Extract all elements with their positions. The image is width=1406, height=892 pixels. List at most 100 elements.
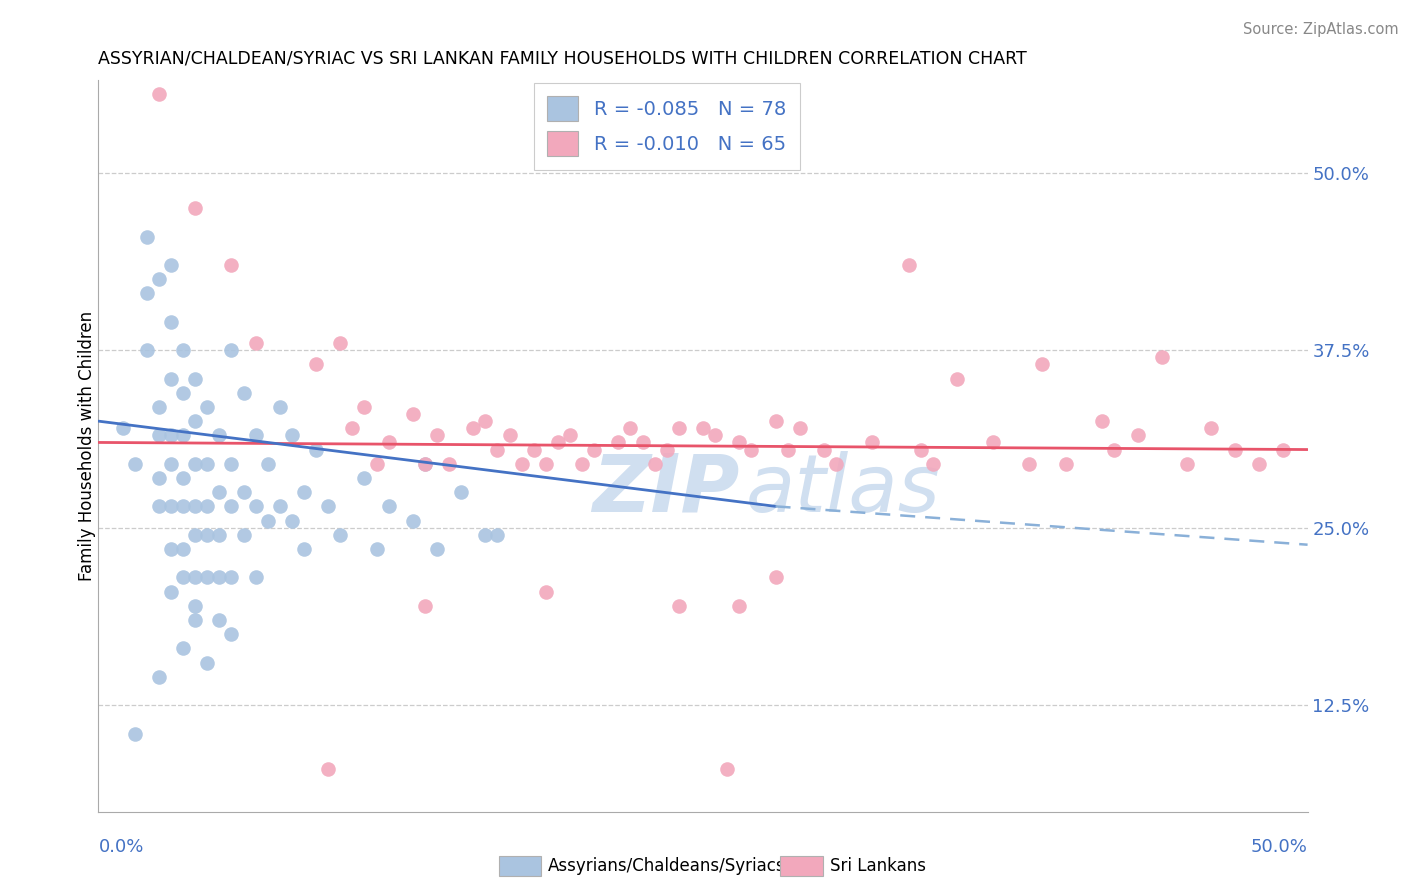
- Point: [292, 485, 315, 500]
- Point: [486, 442, 509, 457]
- Text: 50.0%: 50.0%: [1251, 838, 1308, 856]
- Point: [184, 371, 207, 385]
- Point: [172, 343, 194, 358]
- Point: [765, 414, 787, 428]
- Point: [1128, 428, 1150, 442]
- Point: [135, 286, 157, 301]
- Point: [1054, 457, 1077, 471]
- Point: [184, 201, 207, 215]
- Point: [160, 584, 183, 599]
- Point: [486, 528, 509, 542]
- Point: [474, 414, 496, 428]
- Point: [426, 428, 449, 442]
- Point: [353, 400, 375, 414]
- Text: ASSYRIAN/CHALDEAN/SYRIAC VS SRI LANKAN FAMILY HOUSEHOLDS WITH CHILDREN CORRELATI: ASSYRIAN/CHALDEAN/SYRIAC VS SRI LANKAN F…: [98, 50, 1028, 68]
- Point: [172, 500, 194, 514]
- Point: [148, 670, 170, 684]
- Point: [1091, 414, 1114, 428]
- Point: [160, 541, 183, 556]
- Point: [571, 457, 593, 471]
- Point: [305, 357, 328, 371]
- Point: [124, 726, 146, 740]
- Point: [172, 570, 194, 584]
- Point: [353, 471, 375, 485]
- Point: [245, 500, 267, 514]
- Point: [377, 500, 399, 514]
- Point: [281, 428, 304, 442]
- Point: [232, 485, 254, 500]
- Point: [232, 528, 254, 542]
- Point: [111, 421, 134, 435]
- Point: [160, 258, 183, 272]
- Point: [195, 656, 218, 670]
- Point: [402, 514, 425, 528]
- Point: [256, 514, 278, 528]
- Point: [655, 442, 678, 457]
- Point: [245, 336, 267, 351]
- Point: [946, 371, 969, 385]
- Point: [1249, 457, 1271, 471]
- Point: [377, 435, 399, 450]
- Point: [329, 336, 352, 351]
- Point: [195, 457, 218, 471]
- Text: ZIP: ZIP: [592, 450, 740, 529]
- Point: [160, 500, 183, 514]
- Point: [184, 528, 207, 542]
- Point: [148, 87, 170, 102]
- Point: [498, 428, 520, 442]
- Point: [292, 541, 315, 556]
- Point: [607, 435, 630, 450]
- Point: [221, 457, 243, 471]
- Point: [426, 541, 449, 556]
- Point: [245, 428, 267, 442]
- Text: Assyrians/Chaldeans/Syriacs: Assyrians/Chaldeans/Syriacs: [548, 857, 786, 875]
- Point: [195, 528, 218, 542]
- Point: [413, 599, 436, 613]
- Point: [558, 428, 581, 442]
- Point: [668, 421, 690, 435]
- Point: [148, 428, 170, 442]
- Point: [981, 435, 1004, 450]
- Point: [269, 500, 291, 514]
- Point: [281, 514, 304, 528]
- Point: [716, 762, 738, 776]
- Point: [232, 385, 254, 400]
- Legend: R = -0.085   N = 78, R = -0.010   N = 65: R = -0.085 N = 78, R = -0.010 N = 65: [534, 83, 800, 169]
- Point: [195, 400, 218, 414]
- Point: [897, 258, 920, 272]
- Point: [172, 541, 194, 556]
- Point: [644, 457, 666, 471]
- Point: [316, 762, 339, 776]
- Point: [208, 428, 231, 442]
- Point: [221, 258, 243, 272]
- Point: [135, 343, 157, 358]
- Point: [160, 371, 183, 385]
- Point: [474, 528, 496, 542]
- Point: [135, 229, 157, 244]
- Point: [305, 442, 328, 457]
- Point: [619, 421, 641, 435]
- Point: [269, 400, 291, 414]
- Point: [184, 613, 207, 627]
- Point: [668, 599, 690, 613]
- Point: [124, 457, 146, 471]
- Point: [184, 500, 207, 514]
- Point: [1018, 457, 1040, 471]
- Point: [463, 421, 485, 435]
- Point: [160, 315, 183, 329]
- Text: Source: ZipAtlas.com: Source: ZipAtlas.com: [1243, 22, 1399, 37]
- Point: [534, 584, 557, 599]
- Point: [825, 457, 848, 471]
- Point: [316, 500, 339, 514]
- Y-axis label: Family Households with Children: Family Households with Children: [79, 311, 96, 581]
- Point: [547, 435, 569, 450]
- Point: [208, 485, 231, 500]
- Point: [256, 457, 278, 471]
- Point: [148, 500, 170, 514]
- Text: atlas: atlas: [745, 450, 941, 529]
- Point: [160, 457, 183, 471]
- Point: [1152, 350, 1174, 364]
- Point: [342, 421, 364, 435]
- Point: [1175, 457, 1198, 471]
- Point: [221, 627, 243, 641]
